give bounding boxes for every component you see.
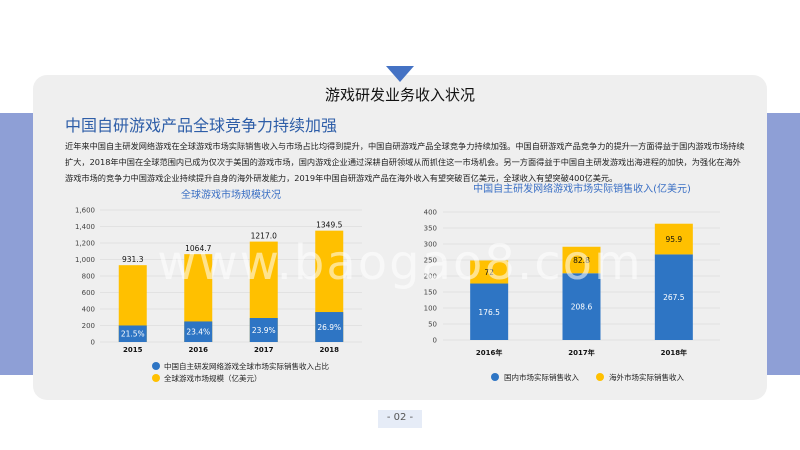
chart2-category-label: 2018年 [661,348,687,357]
slide-title: 游戏研发业务收入状况 [324,86,475,104]
slide-title-wrap: 游戏研发业务收入状况 [0,84,800,105]
chart2-domestic-bar [654,254,693,340]
chart1-y-tick: 600 [82,289,95,297]
chart2-y-tick: 100 [424,305,437,313]
chart2-legend-label: 国内市场实际销售收入 [504,372,579,382]
content-panel [33,75,767,400]
chart2-y-tick: 400 [424,209,437,217]
chart1-legend-label: 全球游戏市场规模（亿美元） [164,373,262,383]
chart1-category-label: 2017 [254,346,274,354]
chart1-total-label: 1349.5 [316,221,342,230]
chart1-y-tick: 0 [91,339,95,347]
chart1-category-label: 2015 [123,346,143,354]
chart1-category-label: 2016 [189,346,209,354]
title-marker-triangle [386,66,414,82]
chart1-y-tick: 1,400 [75,223,95,231]
chart1-total-label: 1064.7 [185,244,211,253]
chart2-overseas-bar [470,260,509,284]
chart1-total-label: 931.3 [122,255,144,264]
chart1-total-label: 1217.0 [251,232,277,241]
chart2-domestic-label: 208.6 [571,303,593,312]
chart2-overseas-label: 95.9 [665,235,682,244]
chart1-share-bar [315,312,344,342]
chart1-y-tick: 400 [82,306,95,314]
chart1-title: 全球游戏市场规模状况 [181,188,281,201]
chart2-y-tick: 350 [424,225,437,233]
chart2-legend-marker [596,373,604,381]
chart1-share-label: 21.5% [121,330,145,339]
chart2-overseas-bar [562,246,601,274]
chart2-y-tick: 0 [433,337,437,345]
chart2-title: 中国自主研发网络游戏市场实际销售收入(亿美元) [473,182,691,195]
body-paragraph: 近年来中国自主研发网络游戏在全球游戏市场实际销售收入与市场占比均得到提升，中国自… [65,141,745,183]
chart1-share-bar [118,325,147,342]
section-heading: 中国自研游戏产品全球竞争力持续加强 [65,116,338,135]
chart2-overseas-bar [654,223,693,255]
chart1-share-bar [184,321,213,342]
chart1-y-tick: 200 [82,322,95,330]
chart2-y-tick: 200 [424,273,437,281]
chart1-y-tick: 1,000 [75,256,95,264]
chart2-legend-label: 海外市场实际销售收入 [609,372,684,382]
page-number: - 02 - [386,412,414,423]
chart2-legend-marker [491,373,499,381]
watermark: www.baogao8.com [157,235,643,291]
chart2-y-tick: 300 [424,241,437,249]
chart2-domestic-label: 176.5 [478,308,500,317]
chart2-overseas-label: 72 [484,268,494,277]
chart1-share-label: 23.9% [252,326,276,335]
chart1-y-tick: 800 [82,273,95,281]
chart1-share-label: 26.9% [317,323,341,332]
chart2-domestic-bar [562,273,601,340]
left-accent-bar [0,113,33,375]
chart2-category-label: 2017年 [568,348,594,357]
chart2-y-tick: 50 [428,321,437,329]
chart2-domestic-label: 267.5 [663,293,685,302]
chart1-legend-marker [152,362,160,370]
chart1-legend-label: 中国自主研发网络游戏全球市场实际销售收入占比 [164,361,329,371]
chart1-y-tick: 1,600 [75,207,95,215]
chart2-y-tick: 250 [424,257,437,265]
chart1-share-label: 23.4% [186,328,210,337]
chart1-share-bar [249,318,278,342]
chart1-y-tick: 1,200 [75,240,95,248]
page-number-box [378,410,422,428]
chart1-legend-marker [152,374,160,382]
chart2-category-label: 2016年 [476,348,502,357]
chart2-domestic-bar [470,283,509,340]
chart2-y-tick: 150 [424,289,437,297]
chart1-category-label: 2018 [320,346,340,354]
chart2-overseas-label: 82.8 [573,256,590,265]
